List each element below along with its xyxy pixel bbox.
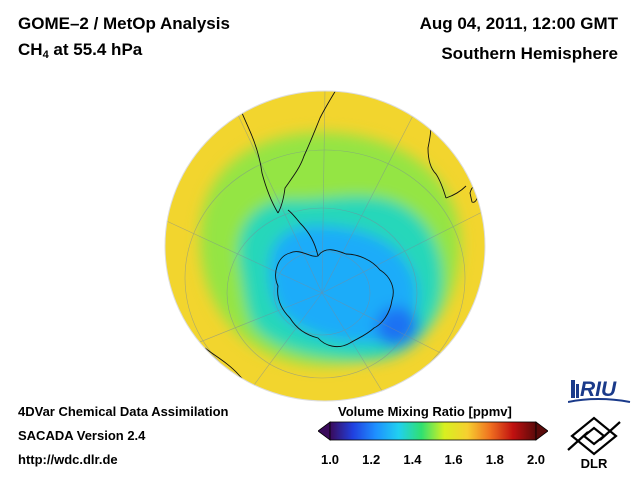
- colorbar-tick-label: 1.8: [485, 452, 504, 467]
- colorbar-arrow-left: [318, 421, 331, 441]
- colorbar-title: Volume Mixing Ratio [ppmv]: [338, 404, 512, 419]
- coastline-antarctica: [275, 249, 394, 348]
- colorbar-gradient: [329, 421, 537, 441]
- region-label: Southern Hemisphere: [441, 44, 618, 63]
- colorbar: [318, 421, 548, 441]
- map-title: GOME–2 / MetOp Analysis: [18, 14, 230, 33]
- dlr-logo-text: DLR: [581, 456, 608, 470]
- colorbar-tick-label: 1.6: [444, 452, 463, 467]
- footer-url[interactable]: http://wdc.dlr.de: [18, 452, 118, 467]
- dlr-logo: DLR: [567, 416, 621, 470]
- coastline-south-america: [237, 91, 337, 214]
- datetime-label: Aug 04, 2011, 12:00 GMT: [419, 14, 618, 33]
- colorbar-tick-label: 1.0: [320, 452, 340, 467]
- riu-logo-text: RIU: [580, 378, 617, 401]
- graticule: [165, 91, 485, 401]
- riu-logo: RIU: [568, 378, 631, 403]
- footer-line-1: 4DVar Chemical Data Assimilation: [18, 404, 229, 419]
- colorbar-tick-label: 1.2: [362, 452, 381, 467]
- colorbar-arrow-right: [535, 421, 548, 441]
- coastline-antarctic-peninsula: [287, 209, 319, 257]
- species-subscript: 4: [42, 49, 49, 61]
- hemisphere-globe-map: [164, 90, 486, 402]
- colorbar-ticks: 1.0 1.2 1.4 1.6 1.8 2.0: [318, 452, 548, 470]
- species-label: CH: [18, 40, 43, 59]
- pressure-level-label: at 55.4 hPa: [48, 40, 143, 59]
- map-subtitle: CH4 at 55.4 hPa: [18, 40, 142, 61]
- colorbar-tick-label: 1.4: [403, 452, 422, 467]
- globe-outline: [164, 90, 486, 402]
- colorbar-tick-label: 2.0: [526, 452, 546, 467]
- footer-line-2: SACADA Version 2.4: [18, 428, 146, 443]
